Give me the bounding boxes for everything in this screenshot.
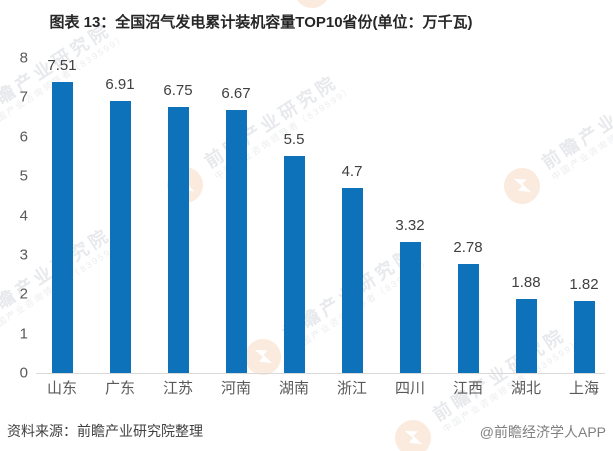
y-tick-label: 2	[19, 285, 28, 303]
bar	[51, 82, 73, 373]
bar-value-label: 5.5	[283, 131, 305, 149]
x-axis-label: 江苏	[162, 380, 193, 397]
y-tick-label: 4	[19, 207, 28, 224]
bar-value-label: 6.75	[163, 82, 193, 100]
bar-value-label: 6.91	[105, 75, 135, 93]
bar-group: 5.5	[265, 58, 323, 373]
bar	[573, 301, 595, 373]
x-axis-label: 浙江	[336, 380, 367, 397]
x-axis-label: 上海	[568, 380, 599, 397]
x-axis-label: 河南	[220, 380, 251, 397]
bar-group: 2.78	[439, 58, 497, 373]
credit: @前瞻经济学人APP	[479, 424, 606, 440]
x-axis-label: 江西	[452, 380, 483, 397]
y-tick-label: 0	[19, 364, 28, 382]
bar	[457, 263, 479, 373]
bar	[341, 187, 363, 373]
x-axis-label: 湖南	[278, 380, 309, 397]
bar-value-label: 6.67	[221, 85, 251, 103]
bar-group: 3.32	[381, 58, 439, 373]
bar-group: 1.88	[497, 58, 555, 373]
y-tick-label: 3	[19, 246, 28, 264]
bar-group: 6.67	[207, 58, 265, 373]
bar-group: 6.91	[91, 58, 149, 373]
bar-value-label: 3.32	[395, 217, 425, 235]
bar	[399, 242, 421, 373]
bar-value-label: 1.82	[569, 276, 599, 294]
bar-value-label: 1.88	[511, 273, 541, 291]
x-axis-line	[36, 373, 605, 374]
x-axis-label: 广东	[104, 380, 135, 397]
bar-value-label: 7.51	[47, 57, 77, 74]
bars-container: 7.51 6.91 6.75 6.67 5.5 4.7 3.32 2.78 1.88 1.82	[33, 58, 613, 373]
bar-group: 4.7	[323, 58, 381, 373]
bar	[515, 298, 537, 373]
bar-value-label: 4.7	[341, 162, 363, 180]
bar-value-label: 2.78	[453, 238, 483, 256]
x-axis-label: 湖北	[510, 380, 541, 397]
y-tick-label: 7	[19, 88, 28, 106]
x-axis-labels: 山东 广东 江苏 河南 湖南 浙江 四川 江西 湖北 上海	[33, 380, 613, 398]
y-tick-label: 5	[19, 167, 28, 185]
y-tick-label: 6	[19, 128, 28, 146]
y-axis: 0 1 2 3 4 5 6 7 8	[0, 51, 28, 381]
bar-group: 6.75	[149, 58, 207, 373]
bar	[225, 110, 247, 373]
bar	[167, 107, 189, 373]
bar-group: 7.51	[33, 58, 91, 373]
y-tick-label: 8	[19, 49, 28, 67]
x-axis-label: 山东	[46, 380, 77, 397]
source-note: 资料来源：前瞻产业研究院整理	[7, 423, 203, 439]
bar-group: 1.82	[555, 58, 613, 373]
bar	[109, 100, 131, 373]
bar	[283, 156, 305, 373]
chart-title: 图表 13：全国沼气发电累计装机容量TOP10省份(单位：万千瓦)	[49, 14, 473, 31]
y-tick-label: 1	[19, 325, 28, 343]
x-axis-label: 四川	[394, 380, 425, 397]
